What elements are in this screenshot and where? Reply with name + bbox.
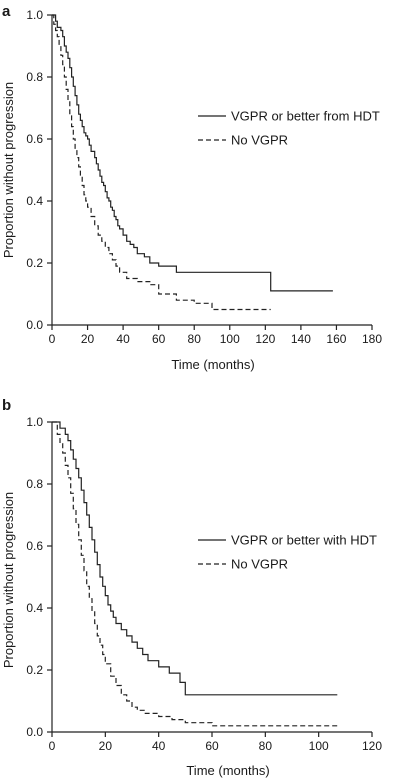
y-tick-label: 0.2 bbox=[26, 256, 43, 270]
y-tick-label: 0.6 bbox=[26, 539, 43, 553]
panel-b-letter: b bbox=[2, 397, 11, 414]
x-tick-label: 120 bbox=[362, 739, 382, 753]
legend-label: No VGPR bbox=[231, 133, 288, 148]
x-tick-label: 100 bbox=[309, 739, 329, 753]
x-tick-label: 60 bbox=[152, 332, 166, 346]
y-tick-label: 0.2 bbox=[26, 663, 43, 677]
panel-b-ticks: 0.0 0.2 0.4 0.6 0.8 1.0 0 20 40 60 80 100 120 bbox=[26, 415, 382, 753]
panel-b-axes bbox=[51, 422, 372, 733]
series-line-vgpr bbox=[52, 14, 333, 292]
panel-a-ticks: 0.0 0.2 0.4 0.6 0.8 1.0 0 20 40 60 80 100 120 140 160 1… bbox=[26, 8, 382, 346]
y-tick-label: 1.0 bbox=[26, 8, 43, 22]
series-line-no-vgpr bbox=[52, 421, 338, 727]
y-tick-label: 0.6 bbox=[26, 132, 43, 146]
panel-a-chart: a Proportion without progression Time (m… bbox=[1, 3, 382, 372]
y-tick-label: 0.4 bbox=[26, 601, 43, 615]
y-tick-label: 0.4 bbox=[26, 194, 43, 208]
panel-a-series bbox=[52, 14, 333, 311]
panel-a-axes bbox=[51, 15, 372, 326]
panel-a-x-axis-title: Time (months) bbox=[171, 357, 254, 372]
y-tick-label: 0.0 bbox=[26, 725, 43, 739]
x-tick-label: 60 bbox=[205, 739, 219, 753]
x-tick-label: 20 bbox=[81, 332, 95, 346]
series-line-vgpr bbox=[52, 421, 338, 696]
panel-a-legend: VGPR or better from HDT No VGPR bbox=[198, 109, 380, 148]
panel-a-letter: a bbox=[2, 3, 11, 20]
panel-b-series bbox=[52, 421, 338, 727]
x-tick-label: 80 bbox=[188, 332, 202, 346]
x-tick-label: 100 bbox=[220, 332, 240, 346]
panel-a-y-axis-title: Proportion without progression bbox=[1, 82, 16, 258]
y-tick-label: 0.8 bbox=[26, 70, 43, 84]
x-tick-label: 0 bbox=[49, 332, 56, 346]
x-tick-label: 140 bbox=[291, 332, 311, 346]
x-tick-label: 20 bbox=[99, 739, 113, 753]
x-tick-label: 0 bbox=[49, 739, 56, 753]
x-tick-label: 120 bbox=[255, 332, 275, 346]
legend-label: VGPR or better with HDT bbox=[231, 533, 377, 548]
x-tick-label: 40 bbox=[152, 739, 166, 753]
x-tick-label: 160 bbox=[326, 332, 346, 346]
panel-b-legend: VGPR or better with HDT No VGPR bbox=[198, 533, 377, 572]
panel-b-x-axis-title: Time (months) bbox=[186, 763, 269, 778]
x-tick-label: 180 bbox=[362, 332, 382, 346]
x-tick-label: 40 bbox=[116, 332, 130, 346]
panel-b-chart: b Proportion without progression Time (m… bbox=[1, 397, 382, 778]
y-tick-label: 0.8 bbox=[26, 477, 43, 491]
panel-b-y-axis-title: Proportion without progression bbox=[1, 492, 16, 668]
x-tick-label: 80 bbox=[259, 739, 273, 753]
legend-label: VGPR or better from HDT bbox=[231, 109, 380, 124]
legend-label: No VGPR bbox=[231, 557, 288, 572]
y-tick-label: 1.0 bbox=[26, 415, 43, 429]
series-line-no-vgpr bbox=[52, 14, 271, 311]
y-tick-label: 0.0 bbox=[26, 318, 43, 332]
